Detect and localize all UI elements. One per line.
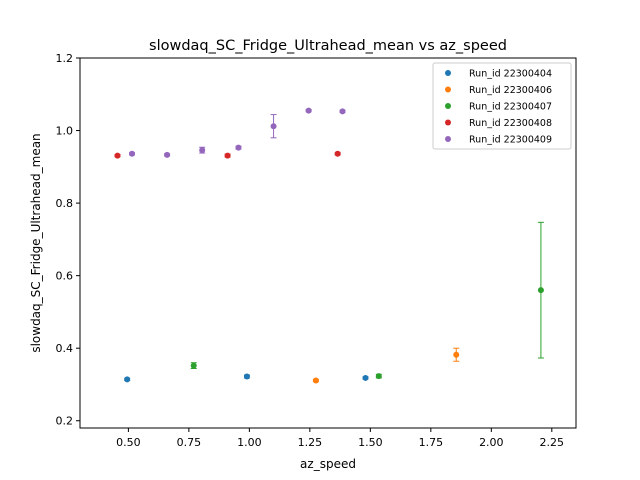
y-tick-label: 0.2 bbox=[56, 415, 74, 428]
data-point bbox=[339, 108, 346, 115]
series-group bbox=[124, 373, 369, 383]
series-group bbox=[312, 347, 460, 384]
series-group bbox=[114, 150, 341, 159]
legend-label: Run_id 22300404 bbox=[469, 69, 552, 80]
data-point bbox=[362, 374, 369, 381]
y-tick-label: 0.6 bbox=[56, 270, 74, 283]
x-tick-label: 1.50 bbox=[358, 436, 383, 449]
y-tick-label: 0.4 bbox=[56, 342, 74, 355]
legend-box bbox=[432, 62, 572, 150]
legend-label: Run_id 22300408 bbox=[469, 118, 552, 129]
y-tick-label: 1.2 bbox=[56, 52, 74, 65]
x-tick-label: 2.25 bbox=[540, 436, 565, 449]
legend-label: Run_id 22300409 bbox=[469, 135, 552, 146]
legend-marker bbox=[445, 86, 451, 93]
data-point bbox=[129, 150, 136, 157]
data-point bbox=[270, 123, 277, 130]
data-point bbox=[114, 152, 121, 159]
series-group bbox=[129, 107, 346, 158]
data-point bbox=[334, 150, 341, 157]
legend-marker bbox=[445, 136, 451, 142]
data-point bbox=[124, 376, 131, 383]
y-axis: 0.2 0.4 0.6 0.8 1.0 1.2 bbox=[56, 52, 80, 428]
data-point bbox=[243, 373, 250, 380]
data-point bbox=[199, 147, 206, 154]
legend: Run_id 22300404 Run_id 22300406 Run_id 223… bbox=[432, 62, 572, 150]
data-point bbox=[453, 351, 460, 358]
x-axis-label: az_speed bbox=[300, 457, 356, 471]
legend-marker bbox=[445, 70, 451, 76]
data-point bbox=[537, 287, 544, 294]
x-tick-label: 0.75 bbox=[177, 436, 202, 449]
data-point bbox=[235, 144, 242, 151]
y-tick-label: 1.0 bbox=[56, 125, 74, 138]
x-tick-label: 2.00 bbox=[479, 436, 504, 449]
legend-marker bbox=[445, 103, 451, 109]
chart-title: slowdaq_SC_Fridge_Ultrahead_mean vs az_s… bbox=[149, 38, 507, 54]
data-point bbox=[312, 377, 319, 384]
series-group bbox=[190, 221, 544, 380]
y-axis-label: slowdaq_SC_Fridge_Ultrahead_mean bbox=[29, 133, 43, 352]
x-tick-label: 0.50 bbox=[116, 436, 141, 449]
data-point bbox=[190, 362, 197, 369]
data-point bbox=[164, 151, 171, 158]
x-tick-label: 1.25 bbox=[298, 436, 323, 449]
data-point bbox=[224, 152, 231, 159]
legend-label: Run_id 22300407 bbox=[469, 102, 552, 113]
plot-area-frame bbox=[79, 57, 577, 429]
data-point bbox=[305, 107, 312, 114]
y-tick-label: 0.8 bbox=[56, 197, 74, 210]
x-tick-label: 1.75 bbox=[419, 436, 444, 449]
x-tick-label: 1.00 bbox=[237, 436, 262, 449]
x-axis: 0.50 0.75 1.00 1.25 1.50 1.75 2.00 2.25 bbox=[116, 428, 564, 449]
data-point bbox=[375, 373, 382, 380]
legend-label: Run_id 22300406 bbox=[469, 85, 552, 96]
data-layer bbox=[114, 107, 544, 384]
legend-marker bbox=[445, 119, 451, 126]
